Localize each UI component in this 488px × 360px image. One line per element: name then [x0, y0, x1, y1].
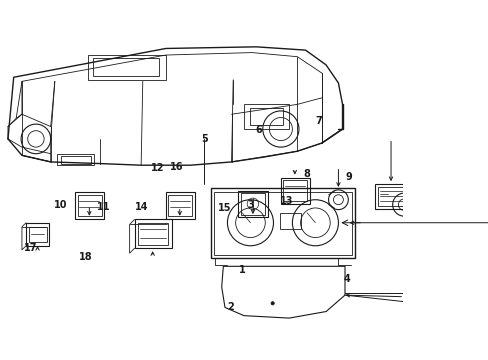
- Bar: [214, 192, 351, 255]
- Bar: [240, 193, 264, 215]
- Text: 6: 6: [255, 125, 262, 135]
- Bar: [283, 180, 306, 201]
- Bar: [78, 195, 102, 216]
- Bar: [238, 191, 267, 217]
- Bar: [165, 192, 194, 219]
- Bar: [168, 195, 192, 216]
- Bar: [375, 184, 406, 209]
- Bar: [461, 170, 488, 197]
- Text: 15: 15: [217, 203, 231, 213]
- Text: 9: 9: [345, 172, 352, 182]
- Text: 11: 11: [97, 202, 110, 212]
- Bar: [280, 177, 309, 204]
- Bar: [57, 154, 94, 165]
- Text: 12: 12: [151, 163, 164, 173]
- Text: 13: 13: [280, 196, 293, 206]
- Bar: [138, 223, 168, 245]
- Bar: [211, 188, 354, 258]
- Bar: [244, 104, 288, 129]
- Text: 17: 17: [23, 243, 37, 253]
- Text: 7: 7: [315, 116, 322, 126]
- Bar: [87, 55, 165, 80]
- Bar: [61, 156, 91, 165]
- Text: 3: 3: [247, 200, 253, 210]
- Text: 2: 2: [226, 302, 233, 312]
- Bar: [75, 192, 104, 219]
- Text: 10: 10: [54, 200, 67, 210]
- Bar: [134, 220, 171, 248]
- Text: 1: 1: [239, 265, 245, 275]
- Text: 16: 16: [169, 162, 183, 172]
- Bar: [280, 213, 301, 229]
- Text: 8: 8: [303, 169, 310, 179]
- Bar: [463, 172, 488, 194]
- Bar: [28, 227, 46, 242]
- Text: 5: 5: [201, 134, 207, 144]
- Text: 4: 4: [343, 274, 350, 284]
- Text: 18: 18: [79, 252, 92, 262]
- Bar: [93, 58, 159, 76]
- Bar: [249, 108, 283, 125]
- Circle shape: [270, 302, 274, 305]
- Text: 14: 14: [134, 202, 148, 212]
- Bar: [26, 223, 49, 246]
- Bar: [377, 186, 404, 206]
